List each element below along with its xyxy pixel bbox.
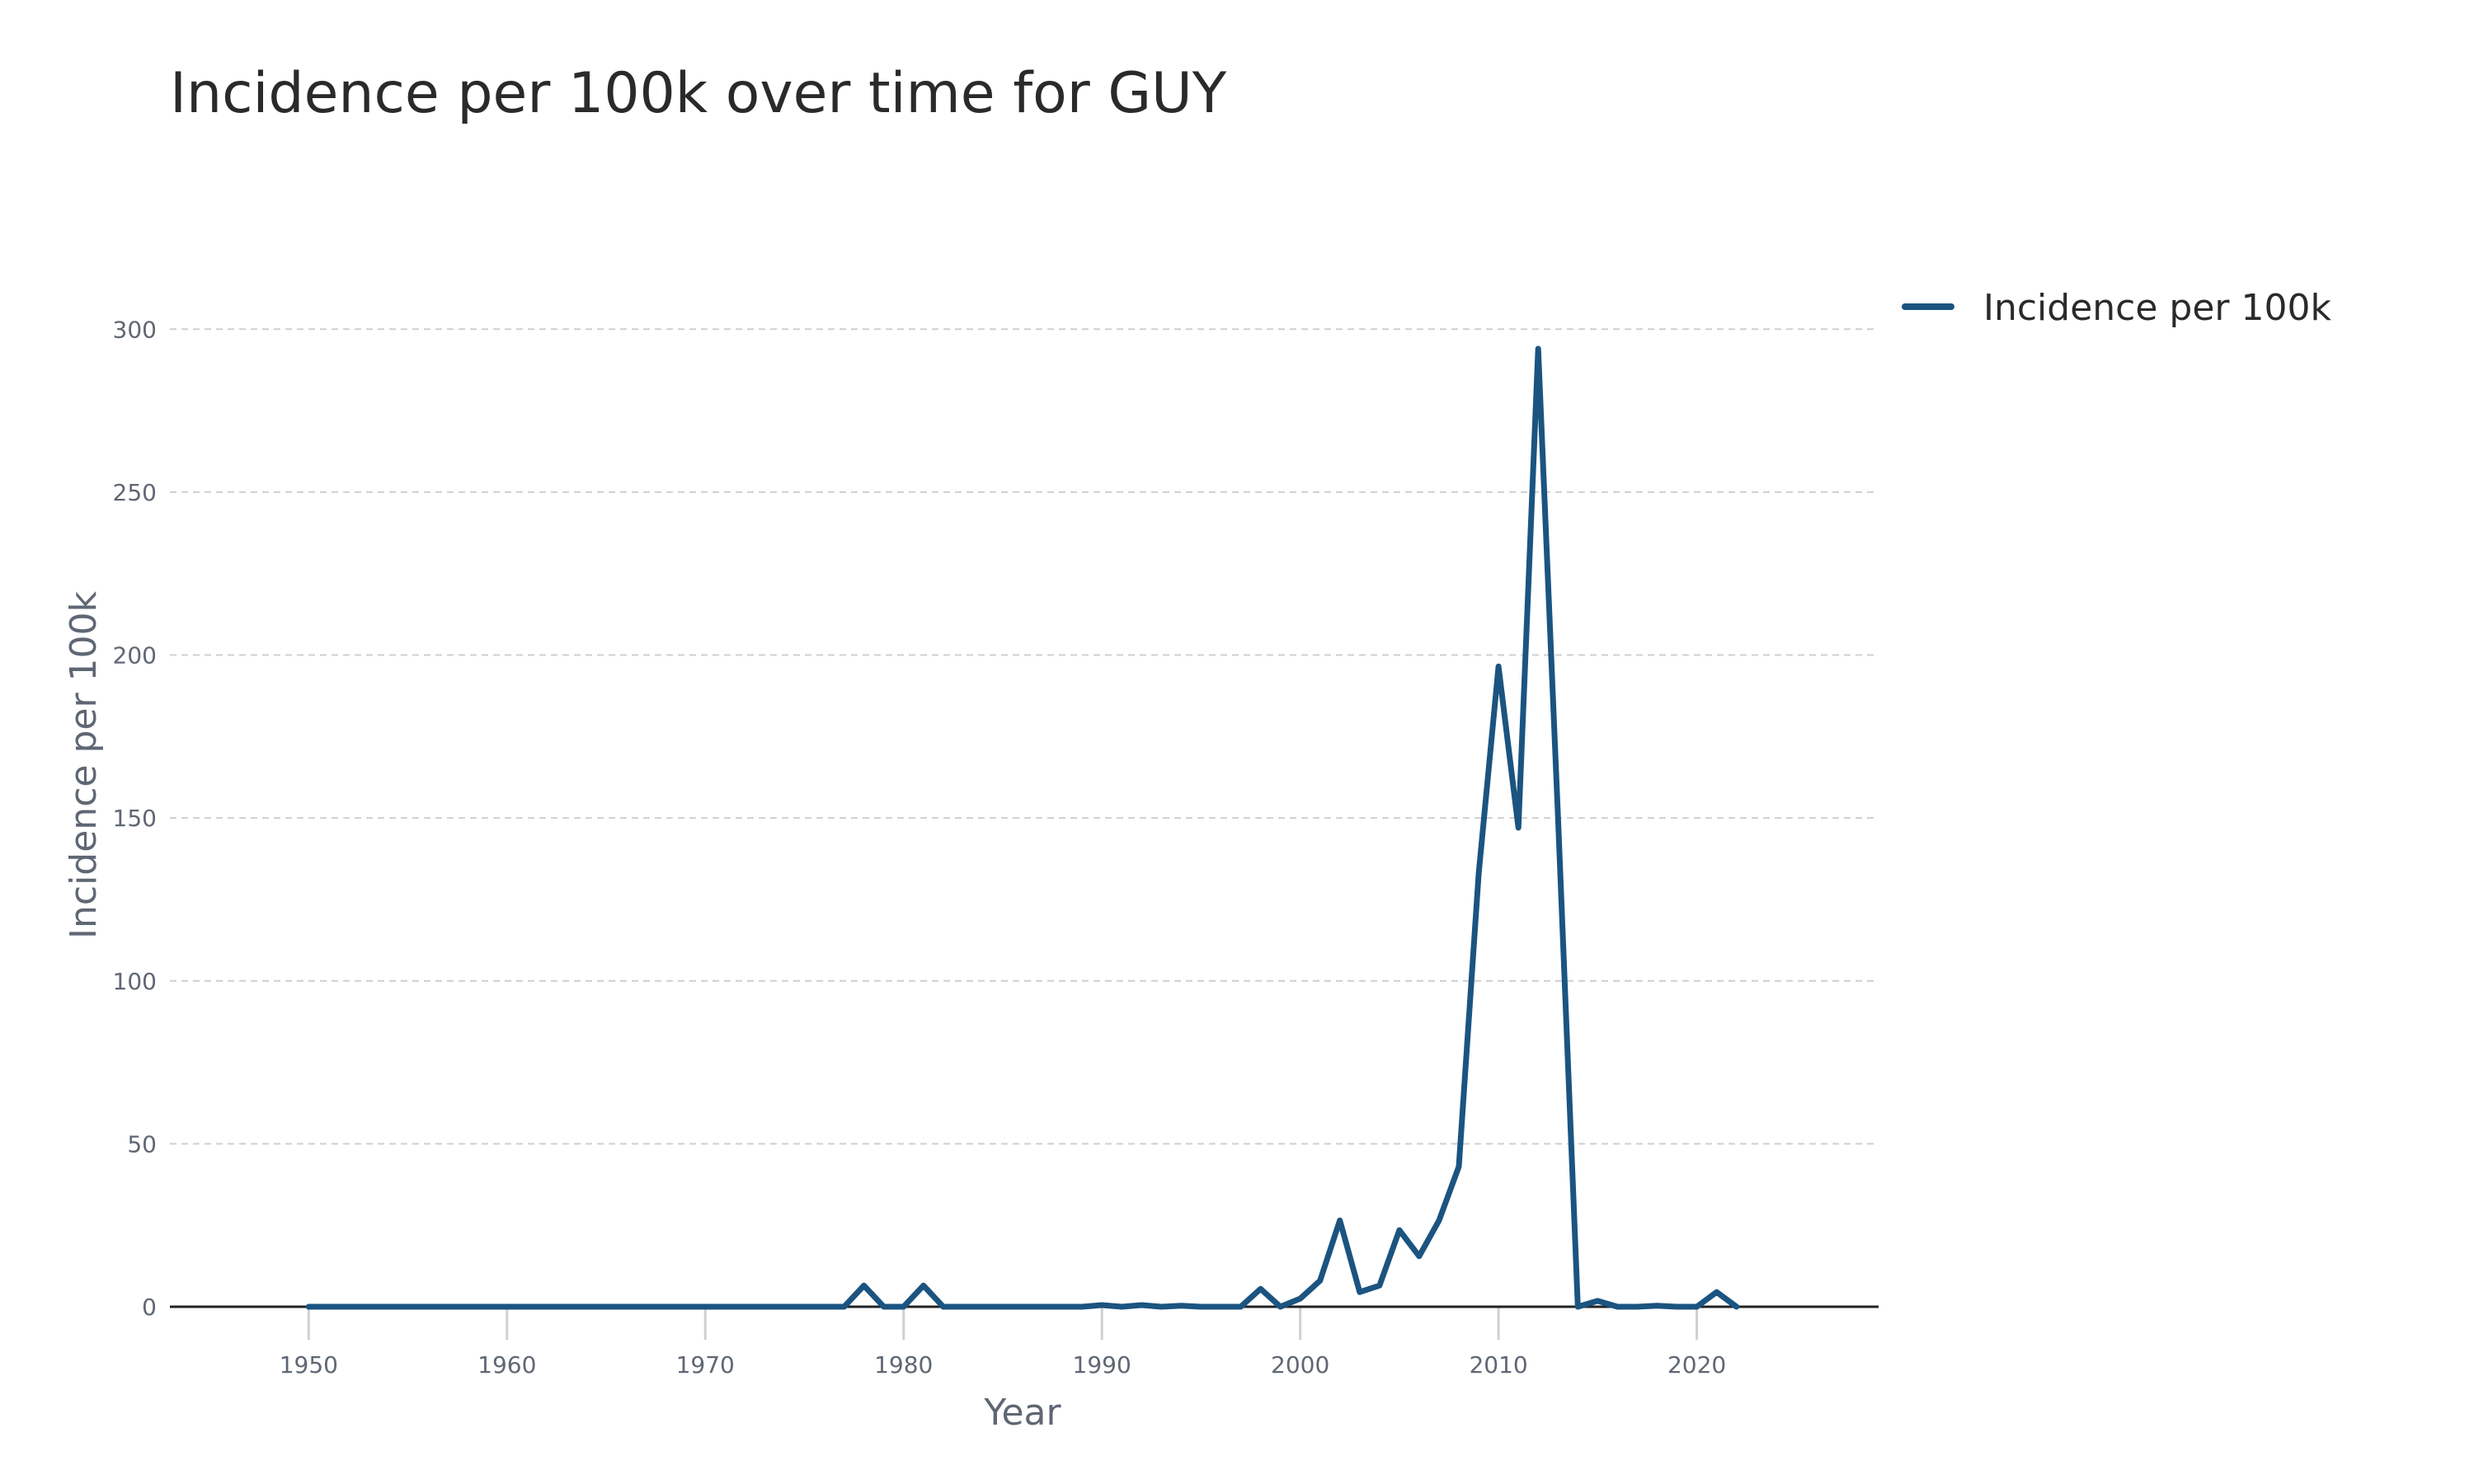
legend-label: Incidence per 100k [1983,287,2331,329]
y-tick-label: 150 [113,805,157,832]
x-tick-label: 1990 [1073,1351,1131,1378]
y-tick-label: 300 [113,316,157,343]
y-tick-label: 200 [113,642,157,669]
y-tick-label: 250 [113,479,157,506]
y-tick-label: 100 [113,968,157,995]
x-tick-label: 2010 [1469,1351,1527,1378]
x-tick-label: 1970 [676,1351,735,1378]
x-tick-label: 2000 [1271,1351,1329,1378]
legend[interactable]: Incidence per 100k [1902,287,2331,329]
y-tick-label: 0 [142,1294,157,1321]
x-axis-title: Year [983,1392,1061,1434]
y-tick-label: 50 [127,1130,157,1158]
series-line [305,345,1740,1310]
x-tick-label: 1960 [477,1351,536,1378]
chart-title: Incidence per 100k over time for GUY [170,61,1227,126]
y-axis-title: Incidence per 100k [63,591,105,939]
y-axis-tick-labels: 0 50 100 150 200 250 300 [113,316,157,1321]
series-lines [305,345,1740,1310]
grid-lines [170,328,1875,1145]
x-axis-ticks [307,1307,1699,1340]
x-tick-label: 1950 [280,1351,338,1378]
x-tick-label: 1980 [874,1351,933,1378]
x-axis-tick-labels: 1950 1960 1970 1980 1990 2000 2010 2020 [280,1351,1727,1378]
x-tick-label: 2020 [1667,1351,1726,1378]
